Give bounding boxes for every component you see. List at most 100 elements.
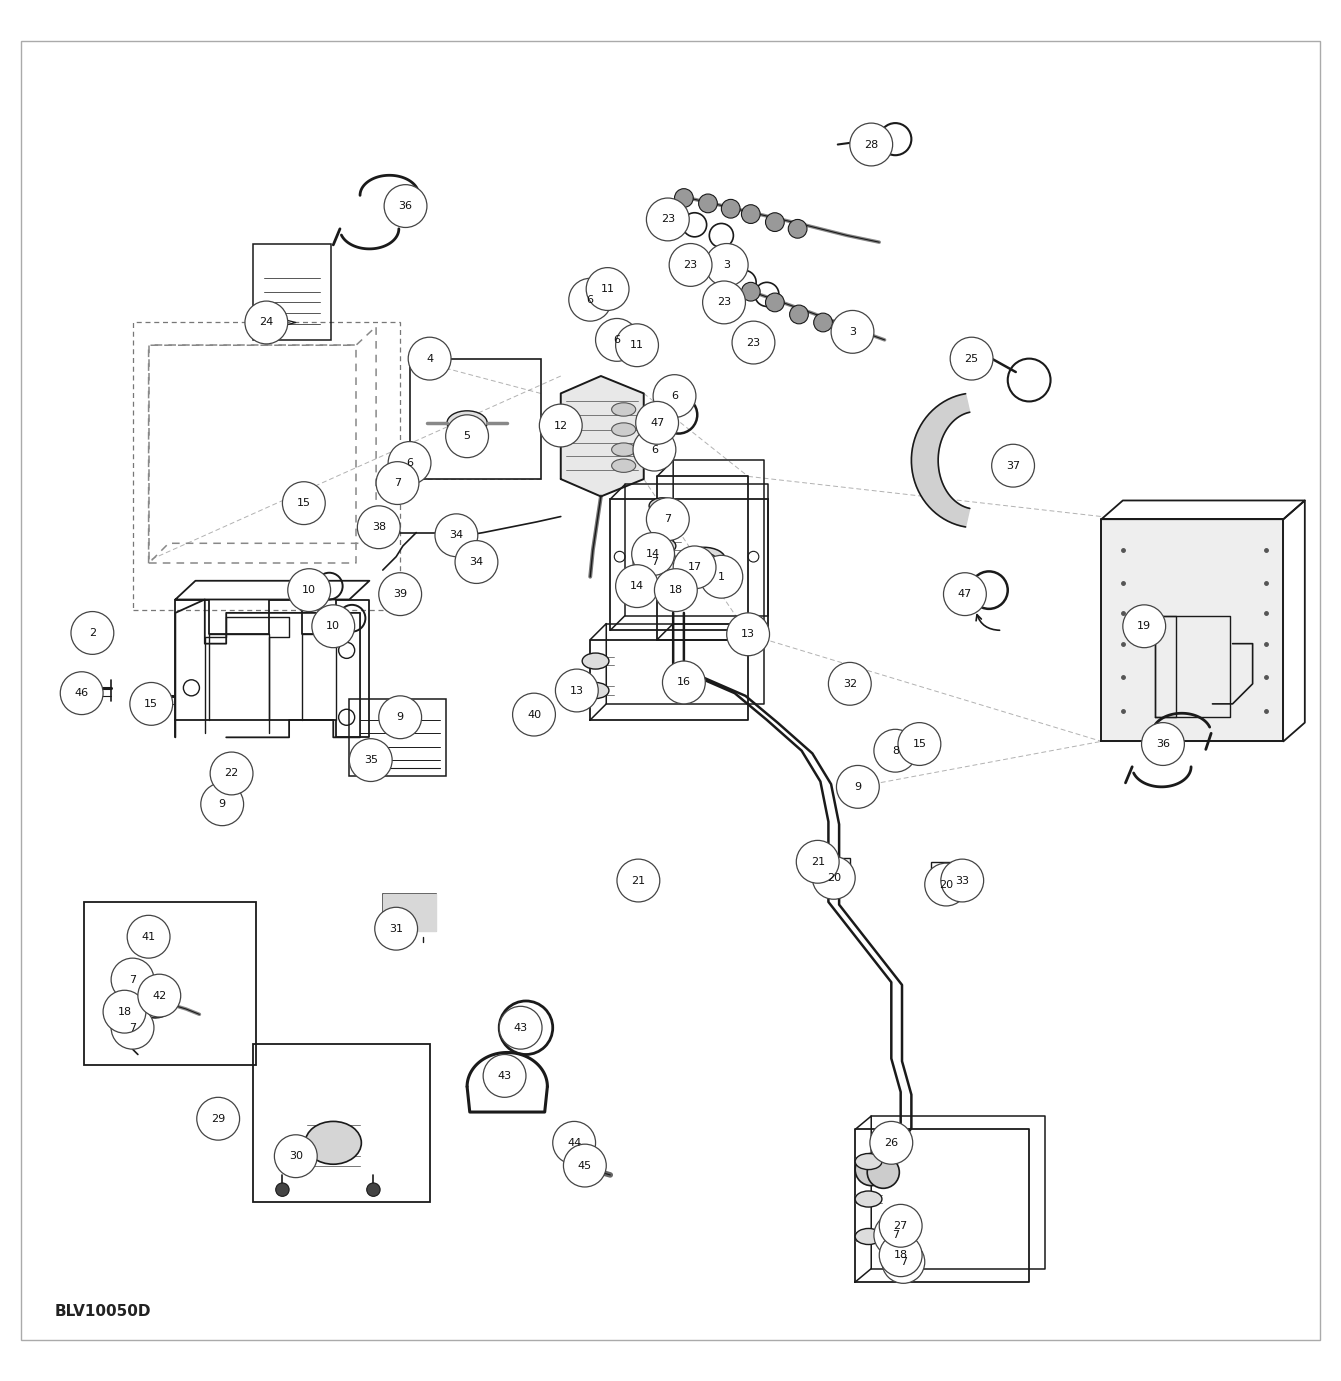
- Polygon shape: [821, 863, 845, 880]
- Text: 20: 20: [826, 873, 841, 882]
- Circle shape: [675, 189, 693, 207]
- Circle shape: [71, 612, 114, 655]
- Text: 40: 40: [527, 710, 540, 720]
- Circle shape: [616, 565, 658, 608]
- Text: 34: 34: [449, 530, 464, 540]
- Circle shape: [103, 990, 146, 1033]
- Circle shape: [408, 337, 451, 380]
- Circle shape: [1141, 722, 1184, 765]
- Circle shape: [375, 461, 418, 504]
- Text: 7: 7: [650, 557, 658, 568]
- Circle shape: [552, 1121, 595, 1164]
- Circle shape: [703, 280, 746, 323]
- Circle shape: [944, 573, 987, 616]
- Text: 23: 23: [684, 260, 697, 269]
- Circle shape: [616, 323, 658, 366]
- Text: 14: 14: [630, 581, 644, 591]
- Circle shape: [653, 374, 696, 417]
- Circle shape: [288, 569, 331, 612]
- Circle shape: [349, 739, 392, 782]
- Ellipse shape: [611, 443, 636, 456]
- Circle shape: [111, 1007, 154, 1050]
- Text: 22: 22: [224, 768, 239, 779]
- Bar: [932, 862, 967, 888]
- Text: 15: 15: [296, 499, 311, 508]
- Circle shape: [595, 319, 638, 362]
- Text: 11: 11: [601, 284, 614, 294]
- Ellipse shape: [649, 539, 676, 554]
- Text: 13: 13: [570, 685, 583, 696]
- Circle shape: [837, 765, 880, 808]
- Text: 10: 10: [302, 586, 316, 595]
- Text: 11: 11: [630, 340, 644, 351]
- Text: 27: 27: [893, 1221, 908, 1230]
- Text: 39: 39: [393, 590, 408, 599]
- Circle shape: [617, 859, 660, 902]
- Circle shape: [276, 1184, 290, 1196]
- Bar: [610, 499, 768, 630]
- Circle shape: [275, 1135, 318, 1178]
- Circle shape: [925, 863, 968, 906]
- Circle shape: [797, 841, 839, 884]
- Circle shape: [378, 696, 421, 739]
- Circle shape: [406, 443, 420, 456]
- Text: 9: 9: [854, 782, 861, 791]
- Text: 31: 31: [389, 924, 404, 934]
- Circle shape: [941, 859, 984, 902]
- Circle shape: [483, 1055, 526, 1098]
- Circle shape: [312, 605, 354, 648]
- Text: 24: 24: [259, 318, 274, 327]
- Circle shape: [646, 197, 689, 240]
- Text: 47: 47: [650, 418, 664, 428]
- Ellipse shape: [306, 1121, 361, 1164]
- Circle shape: [699, 193, 717, 213]
- Text: 21: 21: [632, 876, 645, 885]
- Polygon shape: [382, 894, 436, 931]
- Circle shape: [512, 693, 555, 736]
- Circle shape: [742, 282, 760, 301]
- Text: 47: 47: [957, 590, 972, 599]
- Circle shape: [384, 185, 426, 228]
- Circle shape: [727, 613, 770, 656]
- Circle shape: [673, 545, 716, 588]
- Circle shape: [283, 482, 326, 525]
- Text: 13: 13: [742, 630, 755, 639]
- Circle shape: [951, 337, 994, 380]
- Ellipse shape: [683, 547, 725, 572]
- Circle shape: [669, 243, 712, 286]
- Text: 7: 7: [900, 1257, 907, 1266]
- Text: 28: 28: [864, 139, 878, 149]
- Text: 6: 6: [587, 294, 594, 305]
- Ellipse shape: [649, 497, 676, 514]
- Bar: [253, 243, 331, 340]
- Circle shape: [636, 402, 679, 445]
- Circle shape: [586, 268, 629, 311]
- Text: 38: 38: [371, 522, 386, 532]
- Circle shape: [388, 442, 430, 485]
- Circle shape: [856, 1153, 888, 1186]
- Text: 23: 23: [717, 297, 731, 308]
- Circle shape: [742, 204, 760, 224]
- Circle shape: [138, 974, 181, 1016]
- Text: 7: 7: [394, 478, 401, 487]
- Ellipse shape: [692, 552, 716, 566]
- Circle shape: [378, 573, 421, 616]
- Circle shape: [831, 311, 874, 354]
- Polygon shape: [912, 394, 970, 528]
- Text: 42: 42: [152, 990, 166, 1001]
- Text: 4: 4: [426, 354, 433, 363]
- Text: 33: 33: [955, 876, 970, 885]
- Circle shape: [898, 722, 941, 765]
- Text: 37: 37: [1006, 461, 1021, 471]
- Text: 43: 43: [498, 1070, 512, 1081]
- Circle shape: [111, 958, 154, 1001]
- Ellipse shape: [582, 653, 609, 668]
- Text: 36: 36: [398, 202, 413, 211]
- Circle shape: [197, 1098, 240, 1141]
- Text: 36: 36: [1156, 739, 1169, 749]
- Circle shape: [829, 663, 872, 706]
- Circle shape: [721, 199, 740, 218]
- Circle shape: [766, 213, 784, 232]
- Ellipse shape: [611, 403, 636, 416]
- Text: 15: 15: [145, 699, 158, 708]
